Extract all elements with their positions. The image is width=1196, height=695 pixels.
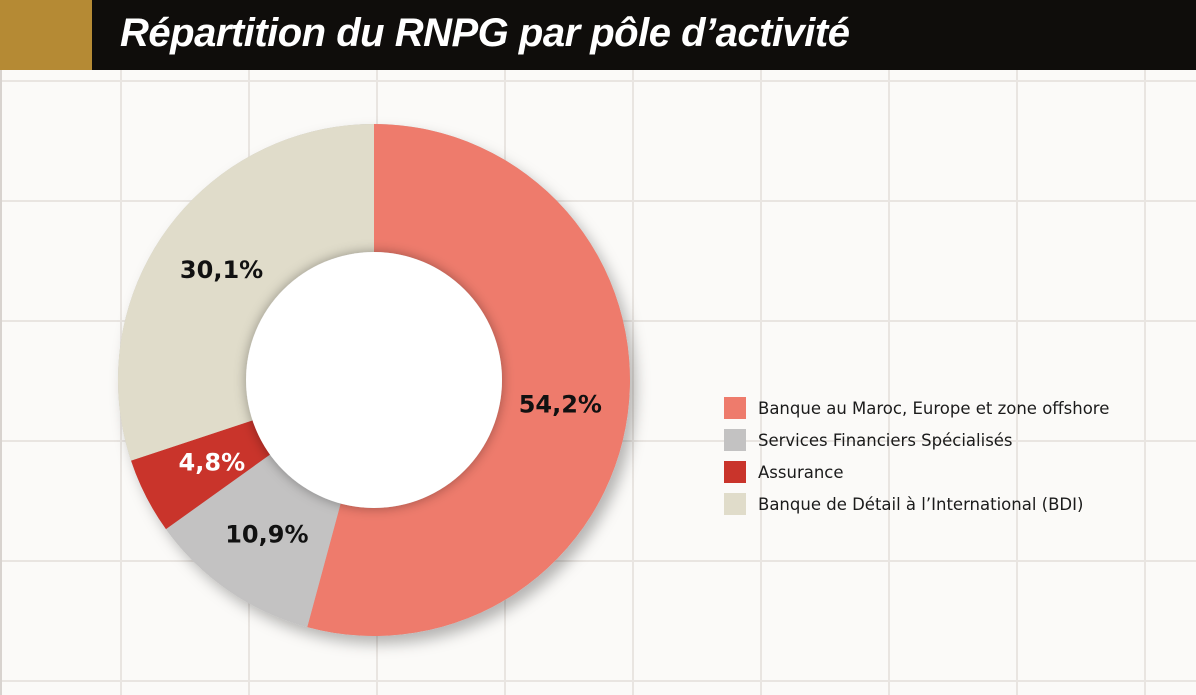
donut-slice-1	[307, 124, 630, 637]
legend-swatch	[724, 429, 746, 451]
legend-item-2: Services Financiers Spécialisés	[724, 424, 1184, 456]
donut-slice-2	[165, 454, 341, 628]
donut-chart: 54,2% 10,9% 4,8% 30,1%	[118, 124, 630, 637]
slice-label-2: 10,9%	[225, 520, 308, 548]
page-title: Répartition du RNPG par pôle d’activité	[120, 11, 850, 55]
legend: Banque au Maroc, Europe et zone offshore…	[724, 392, 1184, 520]
legend-label: Services Financiers Spécialisés	[758, 430, 1013, 450]
legend-label: Assurance	[758, 462, 844, 482]
legend-label: Banque au Maroc, Europe et zone offshore	[758, 398, 1110, 418]
legend-swatch	[724, 461, 746, 483]
legend-label: Banque de Détail à l’International (BDI)	[758, 494, 1084, 514]
legend-item-4: Banque de Détail à l’International (BDI)	[724, 488, 1184, 520]
donut-slice-4	[118, 124, 375, 461]
legend-item-3: Assurance	[724, 456, 1184, 488]
legend-swatch	[724, 397, 746, 419]
donut-slice-3	[131, 420, 270, 530]
legend-item-1: Banque au Maroc, Europe et zone offshore	[724, 392, 1184, 424]
chart-area: 54,2% 10,9% 4,8% 30,1% Banque au Maroc, Eur…	[0, 70, 1196, 695]
legend-swatch	[724, 493, 746, 515]
slice-label-4: 30,1%	[180, 256, 263, 284]
donut-hole-fill	[248, 254, 500, 506]
slice-label-1: 54,2%	[519, 391, 602, 419]
header-accent-block	[0, 0, 92, 70]
header-bar: Répartition du RNPG par pôle d’activité	[0, 0, 1196, 70]
slice-label-3: 4,8%	[179, 449, 246, 477]
